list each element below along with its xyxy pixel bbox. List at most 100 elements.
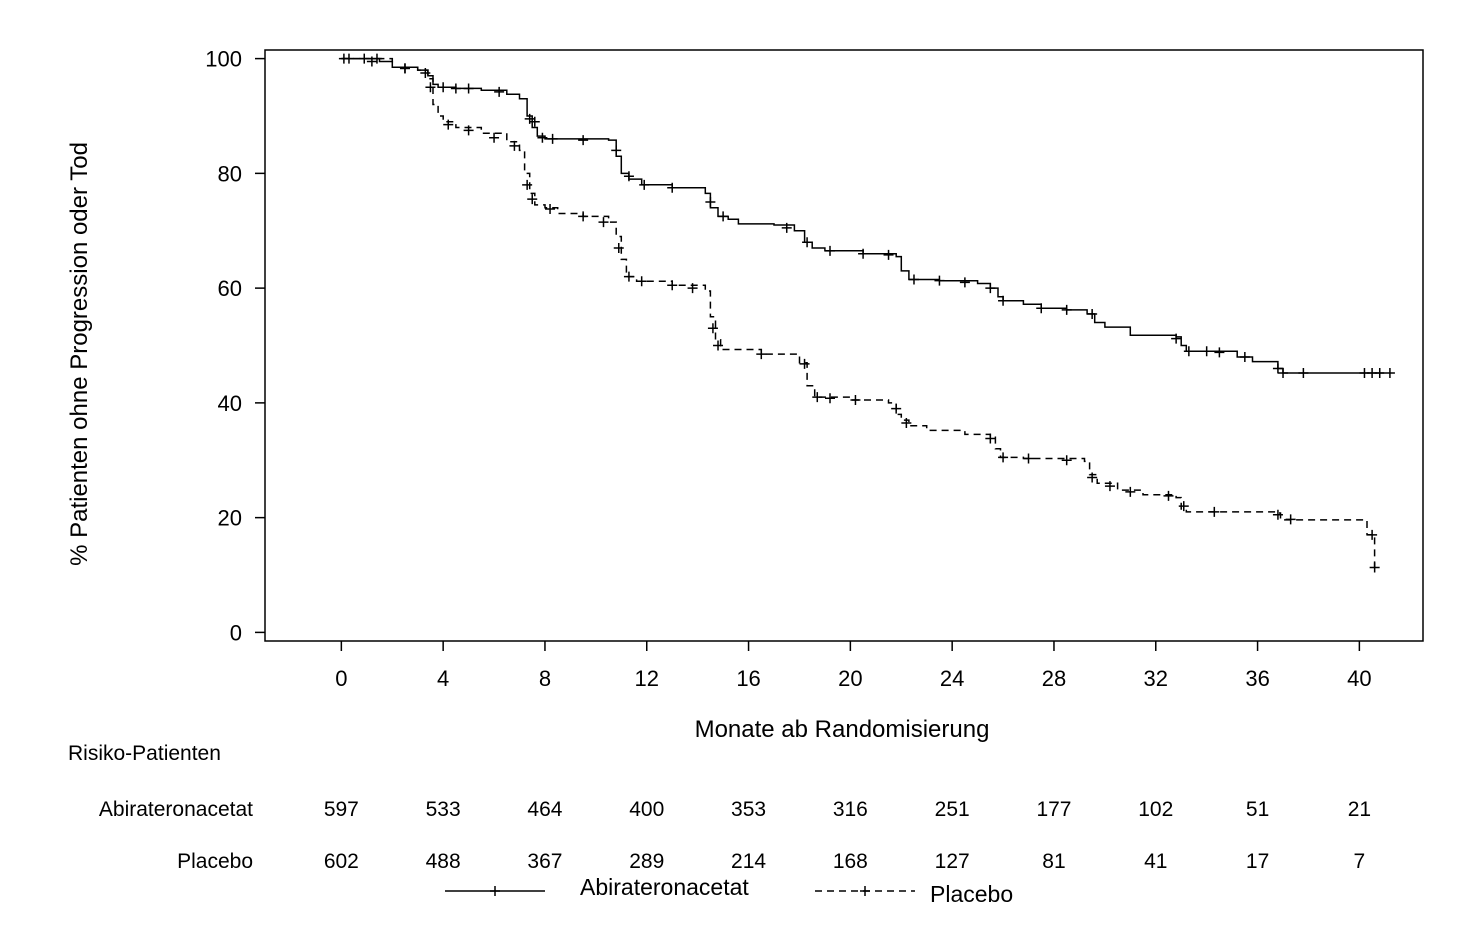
risk-count: 289 bbox=[629, 850, 664, 873]
censor-mark bbox=[425, 82, 436, 93]
legend: Abirateronacetat Placebo bbox=[445, 874, 1013, 907]
censor-mark bbox=[494, 86, 505, 97]
censor-mark bbox=[713, 340, 724, 351]
censor-mark bbox=[998, 295, 1009, 306]
censor-mark bbox=[509, 140, 520, 151]
risk-table-header: Risiko-Patienten bbox=[68, 742, 221, 765]
censor-mark bbox=[545, 203, 556, 214]
censor-mark bbox=[537, 132, 548, 143]
x-tick-label: 4 bbox=[437, 666, 449, 691]
censor-mark bbox=[1239, 351, 1250, 362]
risk-count: 400 bbox=[629, 798, 664, 821]
x-axis: 0 4 8 12 16 20 24 28 32 36 40 bbox=[335, 641, 1372, 691]
censor-mark bbox=[611, 145, 622, 156]
censor-mark bbox=[718, 211, 729, 222]
censor-mark bbox=[1367, 529, 1378, 540]
censor-mark bbox=[858, 248, 869, 259]
censor-mark bbox=[463, 125, 474, 136]
x-tick-label: 12 bbox=[635, 666, 659, 691]
risk-count: 41 bbox=[1144, 850, 1167, 873]
x-tick-label: 16 bbox=[736, 666, 760, 691]
censor-mark bbox=[623, 171, 634, 182]
y-tick-label: 40 bbox=[218, 391, 242, 416]
risk-count: 127 bbox=[935, 850, 970, 873]
risk-count: 251 bbox=[935, 798, 970, 821]
x-axis-title: Monate ab Randomisierung bbox=[695, 716, 990, 743]
x-tick-label: 20 bbox=[838, 666, 862, 691]
censor-mark bbox=[1087, 472, 1098, 483]
risk-count: 464 bbox=[527, 798, 562, 821]
censor-mark bbox=[667, 182, 678, 193]
censor-mark bbox=[623, 271, 634, 282]
risk-count: 102 bbox=[1138, 798, 1173, 821]
censor-mark bbox=[705, 197, 716, 208]
censor-mark bbox=[908, 274, 919, 285]
y-tick-label: 20 bbox=[218, 506, 242, 531]
censor-mark bbox=[959, 277, 970, 288]
x-tick-label: 24 bbox=[940, 666, 964, 691]
censor-mark bbox=[463, 83, 474, 94]
censor-mark bbox=[524, 113, 535, 124]
censor-mark bbox=[547, 133, 558, 144]
censor-mark bbox=[707, 323, 718, 334]
y-tick-label: 0 bbox=[230, 620, 242, 645]
legend-censor-mark bbox=[860, 886, 870, 896]
risk-count: 21 bbox=[1348, 798, 1371, 821]
risk-count: 533 bbox=[426, 798, 461, 821]
censor-mark bbox=[1272, 363, 1283, 374]
censor-mark bbox=[1036, 303, 1047, 314]
plot-frame bbox=[264, 49, 1424, 642]
y-axis-title: % Patienten ohne Progression oder Tod bbox=[66, 142, 93, 566]
censor-mark bbox=[1183, 346, 1194, 357]
censor-mark bbox=[985, 283, 996, 294]
series-line-0 bbox=[341, 57, 1385, 374]
y-tick-label: 60 bbox=[218, 276, 242, 301]
censor-mark bbox=[1369, 562, 1380, 573]
censor-mark bbox=[639, 179, 650, 190]
censor-mark bbox=[1285, 514, 1296, 525]
censor-mark bbox=[891, 403, 902, 414]
x-tick-label: 0 bbox=[335, 666, 347, 691]
x-tick-label: 36 bbox=[1245, 666, 1269, 691]
censor-mark bbox=[420, 67, 431, 78]
censor-mark bbox=[1201, 346, 1212, 357]
risk-count: 597 bbox=[324, 798, 359, 821]
censor-mark bbox=[1023, 453, 1034, 464]
risk-count: 7 bbox=[1354, 850, 1366, 873]
censor-mark bbox=[825, 393, 836, 404]
censor-mark bbox=[667, 280, 678, 291]
censor-mark bbox=[1178, 501, 1189, 512]
censor-mark bbox=[343, 53, 354, 64]
risk-count: 168 bbox=[833, 850, 868, 873]
censor-mark bbox=[529, 116, 540, 127]
censor-mark bbox=[985, 433, 996, 444]
censor-mark bbox=[756, 349, 767, 360]
x-tick-label: 8 bbox=[539, 666, 551, 691]
risk-count: 51 bbox=[1246, 798, 1269, 821]
censor-mark bbox=[1061, 455, 1072, 466]
censor-mark bbox=[883, 249, 894, 260]
censor-mark bbox=[1214, 347, 1225, 358]
censor-mark bbox=[781, 222, 792, 233]
risk-count: 353 bbox=[731, 798, 766, 821]
censor-mark bbox=[489, 132, 500, 143]
y-tick-label: 100 bbox=[205, 47, 242, 72]
censor-mark bbox=[934, 275, 945, 286]
censor-mark bbox=[1209, 506, 1220, 517]
y-tick-label: 80 bbox=[218, 161, 242, 186]
censor-mark bbox=[598, 217, 609, 228]
censor-mark bbox=[527, 194, 538, 205]
risk-count: 488 bbox=[426, 850, 461, 873]
censor-mark bbox=[1087, 308, 1098, 319]
censor-mark bbox=[1171, 333, 1182, 344]
risk-count: 81 bbox=[1042, 850, 1065, 873]
y-axis: 0 20 40 60 80 100 bbox=[205, 47, 265, 645]
censor-mark bbox=[1272, 509, 1283, 520]
censor-mark bbox=[438, 82, 449, 93]
censor-mark bbox=[399, 63, 410, 74]
censor-mark bbox=[1125, 486, 1136, 497]
censor-mark bbox=[901, 417, 912, 428]
censor-mark bbox=[443, 119, 454, 130]
x-tick-label: 32 bbox=[1144, 666, 1168, 691]
